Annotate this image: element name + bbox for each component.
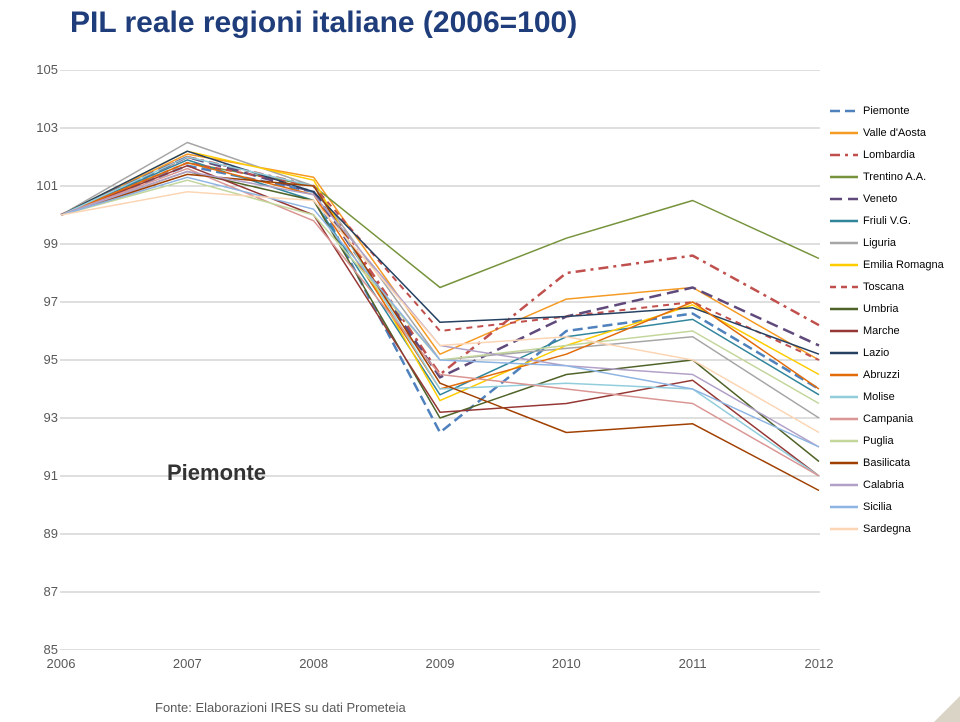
y-tick-label: 105: [30, 62, 58, 77]
legend-item: Valle d'Aosta: [830, 122, 960, 144]
legend-item: Emilia Romagna: [830, 254, 960, 276]
y-tick-label: 85: [30, 642, 58, 657]
legend-item: Marche: [830, 320, 960, 342]
series-abruzzi: [61, 163, 819, 389]
y-tick-label: 87: [30, 584, 58, 599]
legend-item: Friuli V.G.: [830, 210, 960, 232]
series-valle-d-aosta: [61, 154, 819, 360]
series-basilicata: [61, 174, 819, 490]
legend-item: Liguria: [830, 232, 960, 254]
legend-item: Sicilia: [830, 496, 960, 518]
legend-label: Friuli V.G.: [863, 215, 911, 227]
x-tick-label: 2012: [805, 656, 834, 671]
series-calabria: [61, 172, 819, 448]
legend-label: Campania: [863, 413, 913, 425]
legend-label: Abruzzi: [863, 369, 900, 381]
y-tick-label: 101: [30, 178, 58, 193]
legend-label: Veneto: [863, 193, 897, 205]
y-tick-label: 99: [30, 236, 58, 251]
legend-label: Valle d'Aosta: [863, 127, 926, 139]
legend-item: Calabria: [830, 474, 960, 496]
legend-label: Puglia: [863, 435, 894, 447]
legend-label: Lombardia: [863, 149, 915, 161]
series-emilia-romagna: [61, 151, 819, 400]
legend-label: Lazio: [863, 347, 889, 359]
legend-label: Emilia Romagna: [863, 259, 944, 271]
legend-item: Abruzzi: [830, 364, 960, 386]
legend-item: Umbria: [830, 298, 960, 320]
x-tick-label: 2006: [47, 656, 76, 671]
series-lombardia: [61, 157, 819, 375]
legend-label: Molise: [863, 391, 895, 403]
legend-item: Toscana: [830, 276, 960, 298]
legend-label: Basilicata: [863, 457, 910, 469]
series-annotation-piemonte: Piemonte: [167, 460, 266, 486]
legend-item: Lombardia: [830, 144, 960, 166]
legend-item: Campania: [830, 408, 960, 430]
legend-item: Lazio: [830, 342, 960, 364]
legend-label: Trentino A.A.: [863, 171, 926, 183]
x-tick-label: 2008: [299, 656, 328, 671]
legend-label: Piemonte: [863, 105, 909, 117]
legend-label: Umbria: [863, 303, 898, 315]
y-tick-label: 93: [30, 410, 58, 425]
chart-title: PIL reale regioni italiane (2006=100): [70, 6, 577, 40]
legend-item: Puglia: [830, 430, 960, 452]
x-tick-label: 2009: [426, 656, 455, 671]
x-tick-label: 2010: [552, 656, 581, 671]
legend-label: Sicilia: [863, 501, 892, 513]
x-tick-label: 2011: [679, 656, 707, 671]
line-chart: [60, 70, 820, 650]
legend-item: Piemonte: [830, 100, 960, 122]
legend-label: Liguria: [863, 237, 896, 249]
legend-item: Sardegna: [830, 518, 960, 540]
legend-label: Toscana: [863, 281, 904, 293]
legend-label: Marche: [863, 325, 900, 337]
x-tick-label: 2007: [173, 656, 202, 671]
legend-item: Trentino A.A.: [830, 166, 960, 188]
y-tick-label: 103: [30, 120, 58, 135]
y-tick-label: 91: [30, 468, 58, 483]
legend-item: Veneto: [830, 188, 960, 210]
chart-legend: Piemonte Valle d'Aosta Lombardia Trentino A…: [830, 100, 960, 540]
legend-item: Basilicata: [830, 452, 960, 474]
y-tick-label: 97: [30, 294, 58, 309]
series-molise: [61, 157, 819, 476]
y-tick-label: 95: [30, 352, 58, 367]
legend-label: Sardegna: [863, 523, 911, 535]
legend-label: Calabria: [863, 479, 904, 491]
source-text: Fonte: Elaborazioni IRES su dati Promete…: [155, 700, 406, 715]
y-tick-label: 89: [30, 526, 58, 541]
page-corner-fold-icon: [934, 696, 960, 722]
legend-item: Molise: [830, 386, 960, 408]
